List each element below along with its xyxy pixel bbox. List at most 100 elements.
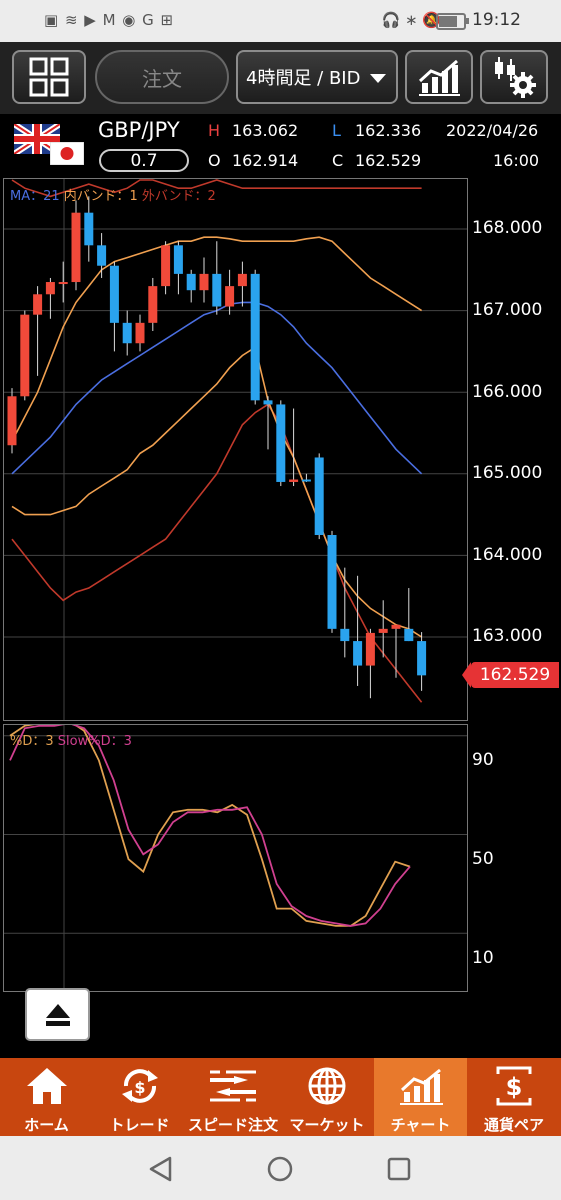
nav-chart[interactable]: チャート <box>374 1058 467 1136</box>
candle-body <box>71 212 81 283</box>
candle-body <box>109 265 119 323</box>
main-legend: MA：21 内バンド：1 外バンド：2 <box>10 185 216 204</box>
stoch-slow-d-line <box>9 722 411 927</box>
high-value: 163.062 <box>232 121 299 140</box>
candle-body <box>404 628 414 642</box>
bar-time: 16:00 <box>493 151 540 170</box>
caret-down-icon <box>370 74 386 83</box>
chart-indicator-icon <box>418 59 460 96</box>
stochastic-chart-canvas <box>4 719 467 991</box>
market-icon <box>308 1067 346 1105</box>
price-chart-canvas <box>4 179 467 720</box>
y-tick-label: 165.000 <box>472 463 543 483</box>
indicator-button[interactable] <box>405 50 473 104</box>
nav-currency-pair[interactable]: $ 通貨ペア <box>467 1058 561 1136</box>
ma21-line <box>11 301 423 475</box>
low-value: 162.336 <box>355 121 422 140</box>
stoch-tick-label: 10 <box>472 948 494 968</box>
inner-band-legend: 内バンド：1 <box>63 189 138 204</box>
order-button[interactable]: 注文 <box>95 50 229 104</box>
candle-body <box>7 396 17 446</box>
recents-icon[interactable] <box>387 1157 411 1181</box>
y-tick-label: 167.000 <box>472 300 543 320</box>
stochastic-legend: %D：3 Slow%D：3 <box>10 730 132 749</box>
battery-icon <box>436 13 469 30</box>
instrument-info: GBP/JPY 0.7 H 163.062 O 162.914 L 162.33… <box>0 114 561 178</box>
low-label: L <box>332 121 341 140</box>
nav-speed-order[interactable]: スピード注文 <box>186 1058 280 1136</box>
bottom-nav: ホーム $ トレード スピード注文 <box>0 1058 561 1136</box>
nav-label: マーケット <box>289 1116 365 1134</box>
timeframe-dropdown[interactable]: 4時間足 / BID <box>236 50 398 104</box>
candle-body <box>135 322 145 344</box>
ma-legend: MA：21 <box>10 189 60 204</box>
candle-body <box>378 628 388 633</box>
svg-text:$: $ <box>506 1073 523 1101</box>
outer-band-lower-line <box>11 403 423 703</box>
close-value: 162.529 <box>355 151 422 170</box>
svg-text:$: $ <box>134 1078 145 1097</box>
candle-body <box>173 245 183 274</box>
candle-body <box>225 286 235 307</box>
inner-band-upper-line <box>11 236 423 442</box>
candle-body <box>84 212 94 246</box>
candle-body <box>327 535 337 629</box>
speed-order-icon <box>210 1070 256 1102</box>
candle-body <box>97 245 107 266</box>
nav-label: スピード注文 <box>187 1116 278 1134</box>
price-chart[interactable]: MA：21 内バンド：1 外バンド：2 <box>3 178 468 721</box>
last-price-marker: 162.529 <box>462 662 559 688</box>
jp-flag-icon <box>50 142 84 165</box>
candle-body <box>289 479 299 482</box>
candle-body <box>365 632 375 666</box>
candle-body <box>391 624 401 629</box>
nav-label: 通貨ペア <box>483 1116 544 1134</box>
stoch-tick-label: 90 <box>472 750 494 770</box>
home-icon <box>26 1068 67 1104</box>
chart-icon <box>399 1068 443 1105</box>
candle-body <box>314 457 324 535</box>
collapse-panel-button[interactable] <box>25 988 90 1041</box>
candle-settings-icon <box>495 57 536 98</box>
stoch-slow-d-legend: Slow%D：3 <box>57 734 132 749</box>
nav-market[interactable]: マーケット <box>280 1058 374 1136</box>
inner-band-lower-line <box>11 346 423 638</box>
stochastic-chart[interactable]: %D：3 Slow%D：3 <box>3 719 468 992</box>
open-value: 162.914 <box>232 151 299 170</box>
candle-body <box>58 282 68 285</box>
spread-box: 0.7 <box>99 149 189 172</box>
system-icons: 🎧 ∗ 🔕 <box>381 11 441 29</box>
home-circle-icon[interactable] <box>267 1156 293 1182</box>
candle-body <box>122 322 132 344</box>
notification-icons: ▣ ≋ ▶ M ◉ G ⊞ <box>44 11 175 29</box>
y-tick-label: 166.000 <box>472 382 543 402</box>
candle-body <box>148 286 158 323</box>
candle-body <box>45 282 55 295</box>
grid-icon <box>29 57 69 97</box>
stoch-d-line <box>9 719 411 927</box>
system-nav-bar <box>0 1136 561 1200</box>
candle-body <box>161 245 171 287</box>
candle-body <box>340 628 350 642</box>
candle-body <box>199 273 209 291</box>
close-label: C <box>332 151 344 170</box>
y-tick-label: 168.000 <box>472 218 543 238</box>
spread-value: 0.7 <box>130 151 158 171</box>
candle-body <box>263 400 273 405</box>
nav-label: トレード <box>109 1116 170 1134</box>
back-icon[interactable] <box>148 1156 174 1182</box>
nav-trade[interactable]: $ トレード <box>93 1058 186 1136</box>
nav-home[interactable]: ホーム <box>0 1058 93 1136</box>
chart-toolbar: 注文 4時間足 / BID <box>0 42 561 114</box>
timeframe-label: 4時間足 / BID <box>246 68 361 89</box>
outer-band-upper-line <box>11 179 422 198</box>
candle-body <box>353 641 363 666</box>
currency-pair-icon: $ <box>496 1066 532 1106</box>
layout-grid-button[interactable] <box>12 50 86 104</box>
candle-body <box>20 314 30 397</box>
trade-icon: $ <box>121 1069 158 1103</box>
candle-body <box>276 404 286 482</box>
stoch-tick-label: 50 <box>472 849 494 869</box>
chart-settings-button[interactable] <box>480 50 548 104</box>
high-label: H <box>208 121 221 140</box>
